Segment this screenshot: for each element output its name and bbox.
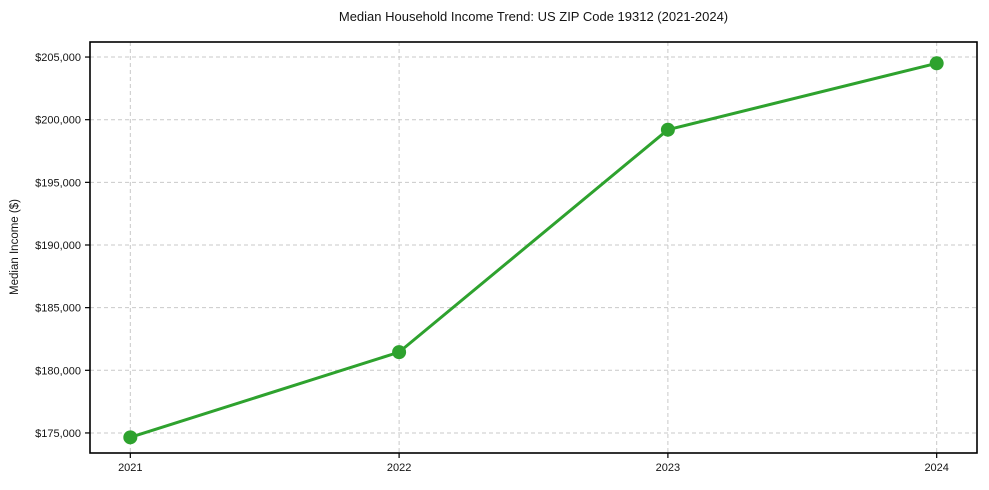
y-axis-label: Median Income ($) (9, 199, 21, 295)
x-tick-label: 2021 (118, 462, 142, 474)
y-tick-label: $200,000 (35, 115, 81, 127)
x-tick-label: 2023 (656, 462, 680, 474)
y-tick-label: $190,000 (35, 240, 81, 252)
trend-line (128, 61, 939, 439)
data-point (929, 56, 944, 71)
data-point (123, 430, 138, 445)
data-point (392, 345, 407, 360)
chart-title: Median Household Income Trend: US ZIP Co… (338, 9, 729, 24)
x-tick-label: 2024 (924, 462, 948, 474)
y-tick-label: $185,000 (35, 303, 81, 315)
plot-border (89, 41, 978, 454)
data-point (660, 122, 675, 137)
y-tick-label: $180,000 (35, 365, 81, 377)
y-tick-label: $195,000 (35, 177, 81, 189)
y-tick-label: $175,000 (35, 428, 81, 440)
x-tick-label: 2022 (387, 462, 411, 474)
y-tick-label: $205,000 (35, 52, 81, 64)
